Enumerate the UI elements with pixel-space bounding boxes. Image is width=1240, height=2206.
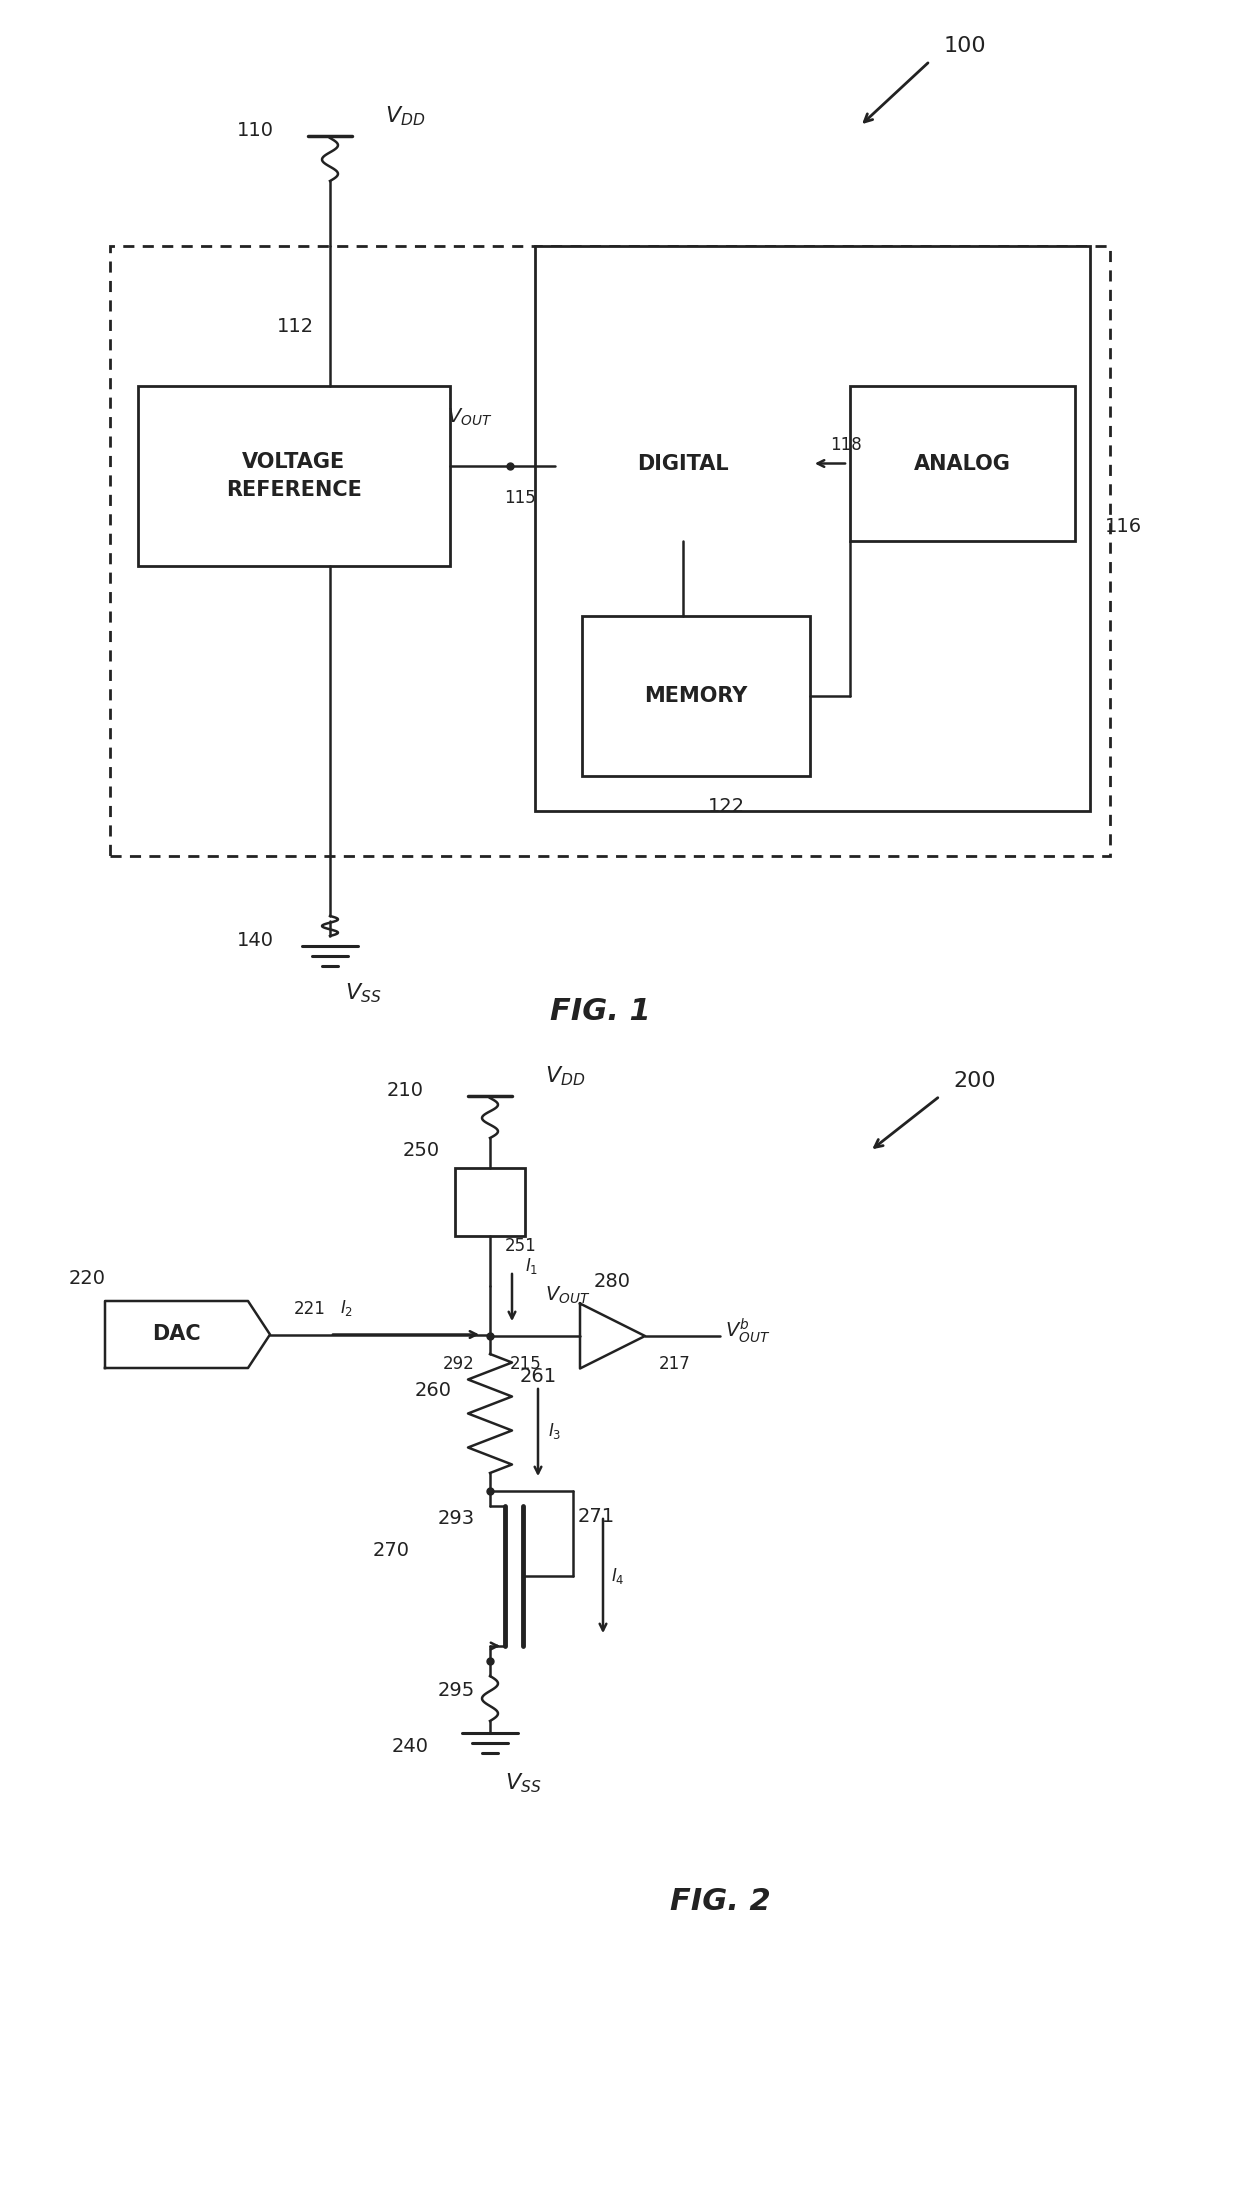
Text: 240: 240: [392, 1736, 429, 1756]
Text: 210: 210: [387, 1081, 424, 1101]
Text: DIGITAL: DIGITAL: [636, 454, 728, 474]
Text: 295: 295: [438, 1681, 475, 1701]
Text: ANALOG: ANALOG: [914, 454, 1011, 474]
Text: $I_2$: $I_2$: [340, 1299, 353, 1319]
Text: $V_{SS}$: $V_{SS}$: [345, 982, 382, 1004]
Text: 220: 220: [68, 1268, 105, 1288]
Text: 293: 293: [438, 1509, 475, 1529]
Text: 110: 110: [237, 121, 274, 141]
Text: 122: 122: [708, 796, 744, 816]
Text: 115: 115: [505, 490, 536, 507]
Text: 200: 200: [954, 1070, 996, 1092]
Text: MEMORY: MEMORY: [645, 686, 748, 706]
Text: 116: 116: [1105, 516, 1142, 536]
Text: 251: 251: [505, 1238, 537, 1255]
Text: VOLTAGE: VOLTAGE: [242, 452, 346, 472]
Bar: [534, 247, 1090, 812]
Bar: [849, 386, 1075, 540]
Text: FIG. 1: FIG. 1: [549, 997, 650, 1026]
Text: 100: 100: [944, 35, 986, 55]
Text: $V_{DD}$: $V_{DD}$: [546, 1065, 585, 1088]
Bar: [582, 615, 810, 777]
Text: FIG. 2: FIG. 2: [670, 1886, 770, 1915]
Text: $V_{OUT}$: $V_{OUT}$: [546, 1284, 590, 1306]
Text: $V_{OUT}$: $V_{OUT}$: [446, 406, 492, 428]
Text: 261: 261: [520, 1366, 557, 1385]
Text: 140: 140: [237, 931, 274, 951]
Text: 271: 271: [578, 1507, 615, 1527]
Text: 217: 217: [660, 1354, 691, 1372]
Text: 260: 260: [415, 1381, 453, 1401]
Bar: [455, 1167, 525, 1235]
Text: $I_1$: $I_1$: [525, 1255, 538, 1275]
Text: $V_{OUT}^{b}$: $V_{OUT}^{b}$: [725, 1317, 770, 1346]
Text: $I_4$: $I_4$: [611, 1566, 625, 1586]
Text: 280: 280: [594, 1273, 631, 1291]
Text: DAC: DAC: [153, 1324, 201, 1343]
Text: $I_3$: $I_3$: [548, 1421, 562, 1441]
Text: $V_{SS}$: $V_{SS}$: [505, 1771, 542, 1796]
Text: $V_{DD}$: $V_{DD}$: [384, 104, 425, 128]
Text: 250: 250: [403, 1141, 440, 1160]
Text: 118: 118: [830, 437, 862, 454]
Bar: [556, 386, 810, 540]
Text: 270: 270: [373, 1542, 410, 1560]
Text: REFERENCE: REFERENCE: [226, 481, 362, 501]
Bar: [110, 247, 1110, 856]
Text: 215: 215: [510, 1354, 542, 1372]
Bar: [138, 386, 450, 567]
Text: 292: 292: [443, 1354, 475, 1372]
Text: 221: 221: [294, 1299, 326, 1317]
Text: 112: 112: [277, 315, 314, 335]
